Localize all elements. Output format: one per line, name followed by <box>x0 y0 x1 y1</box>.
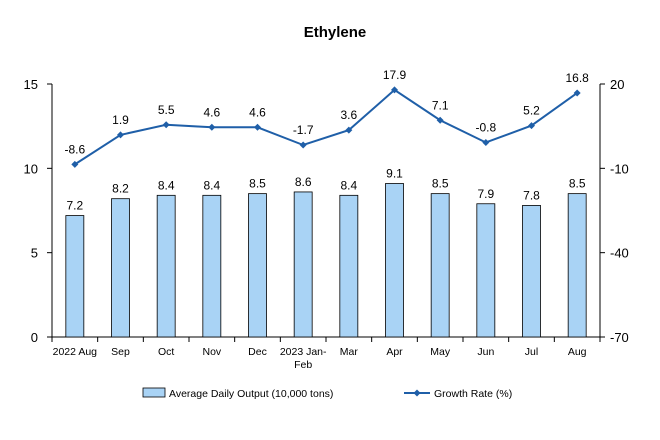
line-point <box>117 131 124 139</box>
legend-bar-label: Average Daily Output (10,000 tons) <box>169 388 333 400</box>
line-point <box>436 116 444 124</box>
bar-data-label: 8.4 <box>158 178 175 192</box>
x-tick-label: Sep <box>111 346 130 358</box>
line-data-label: 5.2 <box>523 104 540 118</box>
x-tick-label: Aug <box>568 346 587 358</box>
axes: 0 5 10 15 -70 -40 -10 20 2022 Aug Sep Oct Nov Dec 202… <box>24 77 629 371</box>
bar <box>385 183 404 338</box>
bar <box>65 215 85 338</box>
bar <box>293 191 313 338</box>
x-tick-label: Mar <box>340 346 359 358</box>
line-point <box>573 89 581 97</box>
bar <box>111 198 130 338</box>
line-data-label: -1.7 <box>293 123 314 137</box>
bar-data-label: 8.5 <box>569 177 586 191</box>
x-tick-label: Apr <box>386 346 403 358</box>
line-data-label: 7.1 <box>432 98 449 112</box>
bar <box>430 193 450 338</box>
legend-line-marker <box>413 389 421 397</box>
y-left-tick-label: 0 <box>31 330 38 345</box>
line-data-label: 16.8 <box>565 71 589 85</box>
bar <box>248 193 267 338</box>
line-data-label: -0.8 <box>475 120 496 134</box>
bars-series <box>65 183 587 338</box>
bar <box>202 194 222 338</box>
x-tick-label: Oct <box>158 346 174 358</box>
y-left-tick-label: 15 <box>24 77 38 92</box>
line-point <box>482 138 490 146</box>
line-point <box>254 123 261 131</box>
bar-data-label: 9.1 <box>386 167 403 181</box>
line-data-label: 4.6 <box>249 105 266 119</box>
x-tick-label: 2023 Jan-Feb <box>280 346 327 371</box>
bar-data-label: 7.2 <box>66 199 83 213</box>
x-tick-label: Jun <box>477 346 494 358</box>
line-data-label: 17.9 <box>383 68 407 82</box>
y-right-tick-label: 20 <box>610 77 624 92</box>
line-data-label: 5.5 <box>158 103 175 117</box>
y-right-tick-label: -70 <box>610 330 629 345</box>
line-point <box>345 126 353 134</box>
line-data-label: 1.9 <box>112 113 129 127</box>
line-point <box>299 141 307 149</box>
line-data-label: -8.6 <box>64 142 85 156</box>
x-tick-label: 2022 Aug <box>53 346 98 358</box>
line-point <box>391 86 398 94</box>
chart-title: Ethylene <box>304 24 367 41</box>
y-left-tick-label: 5 <box>31 246 38 261</box>
bar-data-label: 7.8 <box>523 188 540 202</box>
x-tick-label: Dec <box>248 346 267 358</box>
line-point <box>71 160 79 168</box>
growth-line <box>74 88 578 166</box>
line-point <box>162 121 170 129</box>
bar-data-label: 8.4 <box>340 178 357 192</box>
x-tick-label: May <box>430 346 451 358</box>
y-right-tick-label: -40 <box>610 246 629 261</box>
line-series <box>71 86 581 168</box>
bar-data-label: 8.4 <box>203 178 220 192</box>
x-tick-label: Nov <box>202 346 221 358</box>
line-data-label: 4.6 <box>203 105 220 119</box>
bar <box>476 203 496 338</box>
x-tick-label: Jul <box>525 346 538 358</box>
legend: Average Daily Output (10,000 tons) Growth… <box>142 387 512 400</box>
line-point <box>528 122 535 130</box>
bar <box>156 194 176 338</box>
y-left-tick-label: 10 <box>24 161 38 176</box>
legend-line-label: Growth Rate (%) <box>434 388 512 400</box>
line-point <box>208 123 216 131</box>
y-right-tick-label: -10 <box>610 161 629 176</box>
bar-data-label: 8.2 <box>112 182 129 196</box>
bar-data-label: 8.5 <box>249 177 266 191</box>
line-data-label: 3.6 <box>340 108 357 122</box>
bar <box>339 194 359 338</box>
bar-labels: 7.2 8.2 8.4 8.4 8.5 8.6 8.4 9.1 8.5 7.9 7.8 8.5 <box>66 167 585 213</box>
bar <box>522 205 541 338</box>
bar-data-label: 8.6 <box>295 175 312 189</box>
bar <box>567 193 587 338</box>
bar-data-label: 8.5 <box>432 177 449 191</box>
line-labels: -8.6 1.9 5.5 4.6 4.6 -1.7 3.6 17.9 7.1 -0.8 5.2 16.… <box>64 68 589 156</box>
bar-data-label: 7.9 <box>477 187 494 201</box>
legend-bar-swatch <box>142 387 166 398</box>
